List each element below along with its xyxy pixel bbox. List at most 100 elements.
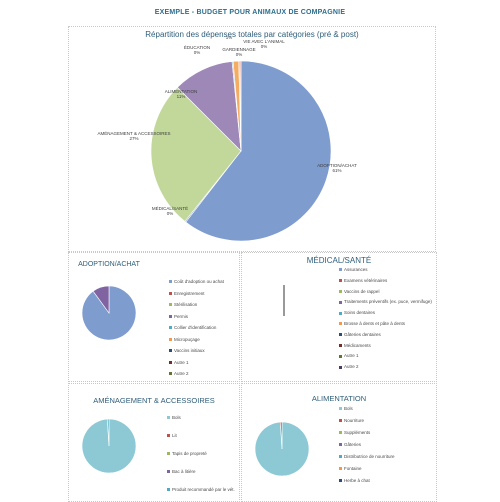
alimentation-legend-item: Distributrice de nourriture [339,454,395,459]
alimentation-legend-item: Nourriture [339,418,364,423]
alimentation-legend-item: Herbe à chat [339,478,370,483]
adoption-pie-chart [81,285,137,341]
adoption-legend-label: Permis [174,313,189,319]
adoption-legend-swatch [169,326,172,330]
adoption-legend-swatch [169,337,172,341]
adoption-legend-label: Autre 2 [174,371,189,376]
amenagement-legend-swatch [167,470,170,474]
main-pie-slice-7 [239,60,242,152]
alimentation-pie-chart [254,421,310,477]
main-pie-pct-0: 61% [332,168,341,173]
adoption-legend-item: Autre 2 [169,371,189,376]
alimentation-legend-swatch [339,467,342,471]
medical-legend-item: Vaccins de rappel [339,289,379,294]
adoption-legend-swatch [169,349,172,353]
adoption-legend-item: Stérilisation [169,302,197,307]
main-pie-chart: ADOPTION/ACHAT61%MÉDICAL/SANTÉ0%AMÉNAGEM… [98,35,357,242]
main-pie-pct-4: 0% [194,50,201,55]
medical-legend-swatch [339,322,342,326]
main-pie-pct-6: 0% [236,52,243,57]
medical-legend-swatch [339,289,342,293]
medical-legend-swatch [339,300,342,304]
alimentation-legend-label: Fontaine [344,466,362,471]
alimentation-legend-swatch [339,443,342,447]
medical-legend-swatch [339,279,342,283]
medical-legend: Assurances Examens vétérinaires Vaccins de… [339,267,434,381]
adoption-legend-label: Collier d'identification [174,325,217,330]
medical-legend-label: Examens vétérinaires [344,277,388,283]
adoption-legend-swatch [169,372,172,376]
main-pie-slice-2 [150,86,242,222]
adoption-legend-label: Vaccins initiaux [174,348,205,353]
amenagement-legend-item: Bac à litière [167,469,196,474]
adoption-legend-item: Collier d'identification [169,325,216,330]
main-pie-pct-1: 0% [167,211,174,216]
amenagement-legend-item: Lit [167,433,177,438]
amenagement-legend: Bols Lit Tapis de propreté Bac à litière Pro… [167,415,237,501]
adoption-legend-swatch [169,314,172,318]
adoption-legend-swatch [169,280,172,284]
medical-panel: MÉDICAL/SANTÉ Assurances Examens vétérina… [241,252,437,382]
adoption-legend: Coût d'adoption ou achat Enregistrement St… [169,279,239,379]
adoption-legend-label: Micropuçage [174,336,200,342]
adoption-legend-label: Autre 1 [174,359,189,365]
alimentation-legend-swatch [339,455,342,459]
amenagement-legend-swatch [167,434,170,438]
medical-title: MÉDICAL/SANTÉ [306,256,372,265]
medical-legend-swatch [339,311,342,315]
adoption-title: ADOPTION/ACHAT [78,261,140,268]
amenagement-legend-label: Tapis de propreté [172,451,207,456]
alimentation-legend-label: Nourriture [344,418,365,423]
alimentation-pie-slice-1 [279,421,283,450]
adoption-panel: ADOPTION/ACHAT Coût d'adoption ou achat E… [68,252,240,382]
adoption-legend-item: Permis [169,314,188,319]
main-pie-pct-3: 11% [177,94,186,99]
amenagement-pie-chart [81,418,137,474]
medical-legend-swatch [339,343,342,347]
alimentation-legend: Bols Nourriture Suppléments Gâteries Distrib… [339,406,434,501]
adoption-legend-item: Vaccins initiaux [169,348,205,353]
main-pie-pct-7: 0% [261,44,268,49]
main-pie-label-2: AMÉNAGEMENT & ACCESSOIRES [98,130,171,136]
alimentation-legend-swatch [339,419,342,423]
medical-legend-item: Assurances [339,267,368,272]
adoption-legend-swatch [169,360,172,364]
medical-legend-label: Brosse à dents et pâte à dents [344,321,406,326]
main-pie-slice-0 [185,60,332,242]
adoption-legend-item: Coût d'adoption ou achat [169,279,224,284]
alimentation-legend-label: Suppléments [344,430,371,435]
medical-legend-item: Autre 2 [339,364,359,369]
main-pie-pct-5: 1% [226,35,233,40]
alimentation-legend-swatch [339,431,342,435]
alimentation-panel: ALIMENTATION Bols Nourriture Suppléments Gâ… [241,383,437,502]
medical-legend-item: Brosse à dents et pâte à dents [339,321,405,326]
amenagement-legend-item: Produit recommandé par le vét. [167,487,235,492]
medical-legend-item: Examens vétérinaires [339,278,387,283]
adoption-legend-label: Enregistrement [174,290,205,296]
medical-legend-swatch [339,365,342,369]
alimentation-legend-item: Suppléments [339,430,370,435]
adoption-pie-slice-3 [92,285,110,314]
alimentation-legend-label: Distributrice de nourriture [344,454,395,459]
main-pie-label-3: ALIMENTATION [165,89,198,94]
adoption-legend-item: Micropuçage [169,337,200,342]
medical-legend-label: Traitements préventifs (ex. puce, vermif… [344,299,432,305]
main-pie-label-1: MÉDICAL/SANTÉ [152,205,188,211]
amenagement-legend-swatch [167,452,170,456]
alimentation-legend-label: Herbe à chat [344,478,370,483]
medical-legend-label: Vaccins de rappel [344,288,380,294]
adoption-legend-swatch [169,291,172,295]
alimentation-legend-item: Bols [339,406,353,411]
medical-legend-item: Soins dentaires [339,310,375,315]
amenagement-title: AMÉNAGEMENT & ACCESSOIRES [93,396,215,405]
medical-legend-label: Autre 2 [344,364,359,370]
page-title: EXEMPLE - BUDGET POUR ANIMAUX DE COMPAGN… [154,9,346,16]
alimentation-legend-item: Fontaine [339,466,362,471]
amenagement-legend-label: Produit recommandé par le vét. [172,487,235,492]
medical-legend-swatch [339,268,342,272]
medical-legend-label: Autre 1 [344,353,359,359]
amenagement-panel: AMÉNAGEMENT & ACCESSOIRES Bols Lit Tapis d… [68,383,240,502]
main-pie-label-7: VIE AVEC L'ANIMAL [243,39,285,44]
amenagement-legend-label: Bac à litière [172,469,196,474]
main-pie-label-0: ADOPTION/ACHAT [317,163,357,168]
